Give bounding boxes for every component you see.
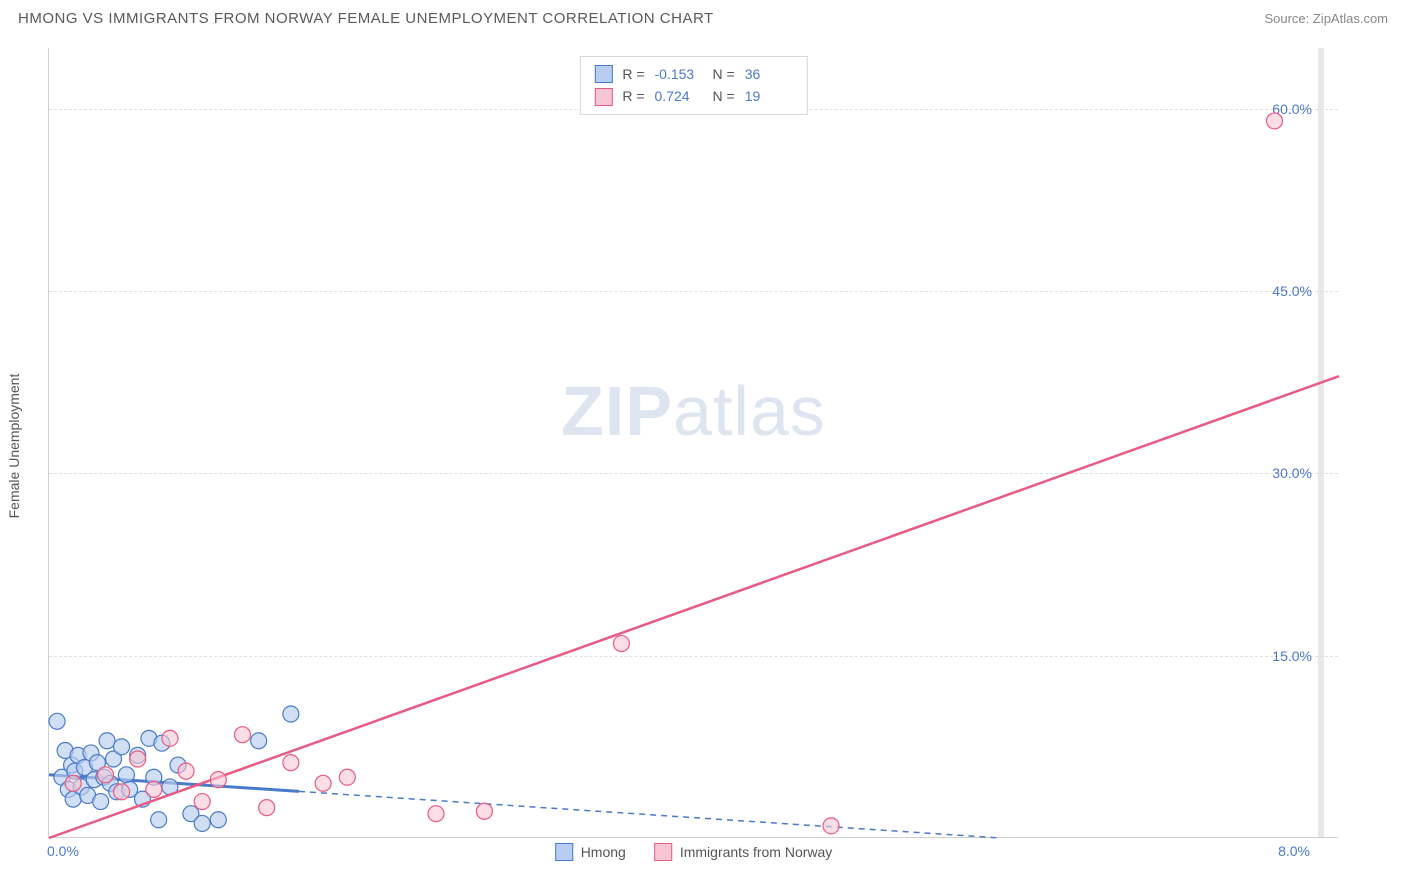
- legend-swatch: [654, 843, 672, 861]
- series-legend: Hmong Immigrants from Norway: [555, 843, 833, 861]
- data-point-hmong: [283, 706, 299, 722]
- scatter-plot-svg: [49, 48, 1338, 837]
- x-tick-origin: 0.0%: [47, 843, 79, 859]
- chart-header: HMONG VS IMMIGRANTS FROM NORWAY FEMALE U…: [0, 0, 1406, 33]
- stats-legend-row: R = 0.724 N = 19: [594, 85, 792, 107]
- data-point-hmong: [151, 812, 167, 828]
- data-point-hmong: [93, 794, 109, 810]
- data-point-hmong: [114, 739, 130, 755]
- trend-line-dash-hmong: [299, 791, 1000, 838]
- stat-n-value: 36: [745, 63, 793, 85]
- data-point-norway: [283, 755, 299, 771]
- data-point-norway: [130, 751, 146, 767]
- data-point-norway: [65, 775, 81, 791]
- stat-r-value: -0.153: [655, 63, 703, 85]
- legend-swatch: [555, 843, 573, 861]
- stats-legend-box: R = -0.153 N = 36 R = 0.724 N = 19: [579, 56, 807, 115]
- data-point-norway: [428, 806, 444, 822]
- stat-r-label: R =: [622, 63, 644, 85]
- data-point-norway: [210, 772, 226, 788]
- legend-item: Immigrants from Norway: [654, 843, 832, 861]
- data-point-hmong: [194, 815, 210, 831]
- data-point-norway: [162, 730, 178, 746]
- data-point-norway: [315, 775, 331, 791]
- y-axis-label: Female Unemployment: [6, 374, 22, 519]
- data-point-norway: [259, 800, 275, 816]
- trend-line-norway: [49, 376, 1339, 838]
- data-point-norway: [178, 763, 194, 779]
- stat-n-value: 19: [745, 85, 793, 107]
- legend-item: Hmong: [555, 843, 626, 861]
- data-point-hmong: [99, 733, 115, 749]
- stat-r-label: R =: [622, 85, 644, 107]
- data-point-norway: [146, 781, 162, 797]
- data-point-hmong: [118, 767, 134, 783]
- data-point-norway: [339, 769, 355, 785]
- data-point-norway: [114, 784, 130, 800]
- data-point-norway: [476, 803, 492, 819]
- legend-label: Hmong: [581, 844, 626, 860]
- data-point-norway: [823, 818, 839, 834]
- data-point-norway: [613, 636, 629, 652]
- stat-n-label: N =: [713, 63, 735, 85]
- data-point-hmong: [49, 713, 65, 729]
- data-point-norway: [235, 727, 251, 743]
- legend-swatch: [594, 88, 612, 106]
- stats-legend-row: R = -0.153 N = 36: [594, 63, 792, 85]
- stat-r-value: 0.724: [655, 85, 703, 107]
- data-point-norway: [1267, 113, 1283, 129]
- data-point-norway: [194, 794, 210, 810]
- chart-title: HMONG VS IMMIGRANTS FROM NORWAY FEMALE U…: [18, 10, 714, 27]
- x-tick-max: 8.0%: [1278, 843, 1310, 859]
- chart-plot-area: ZIPatlas 15.0%30.0%45.0%60.0% R =-0.153N…: [48, 48, 1338, 838]
- data-point-hmong: [210, 812, 226, 828]
- stat-n-label: N =: [713, 85, 735, 107]
- data-point-hmong: [251, 733, 267, 749]
- chart-source: Source: ZipAtlas.com: [1264, 11, 1388, 26]
- data-point-norway: [97, 767, 113, 783]
- legend-swatch: [594, 65, 612, 83]
- legend-label: Immigrants from Norway: [680, 844, 832, 860]
